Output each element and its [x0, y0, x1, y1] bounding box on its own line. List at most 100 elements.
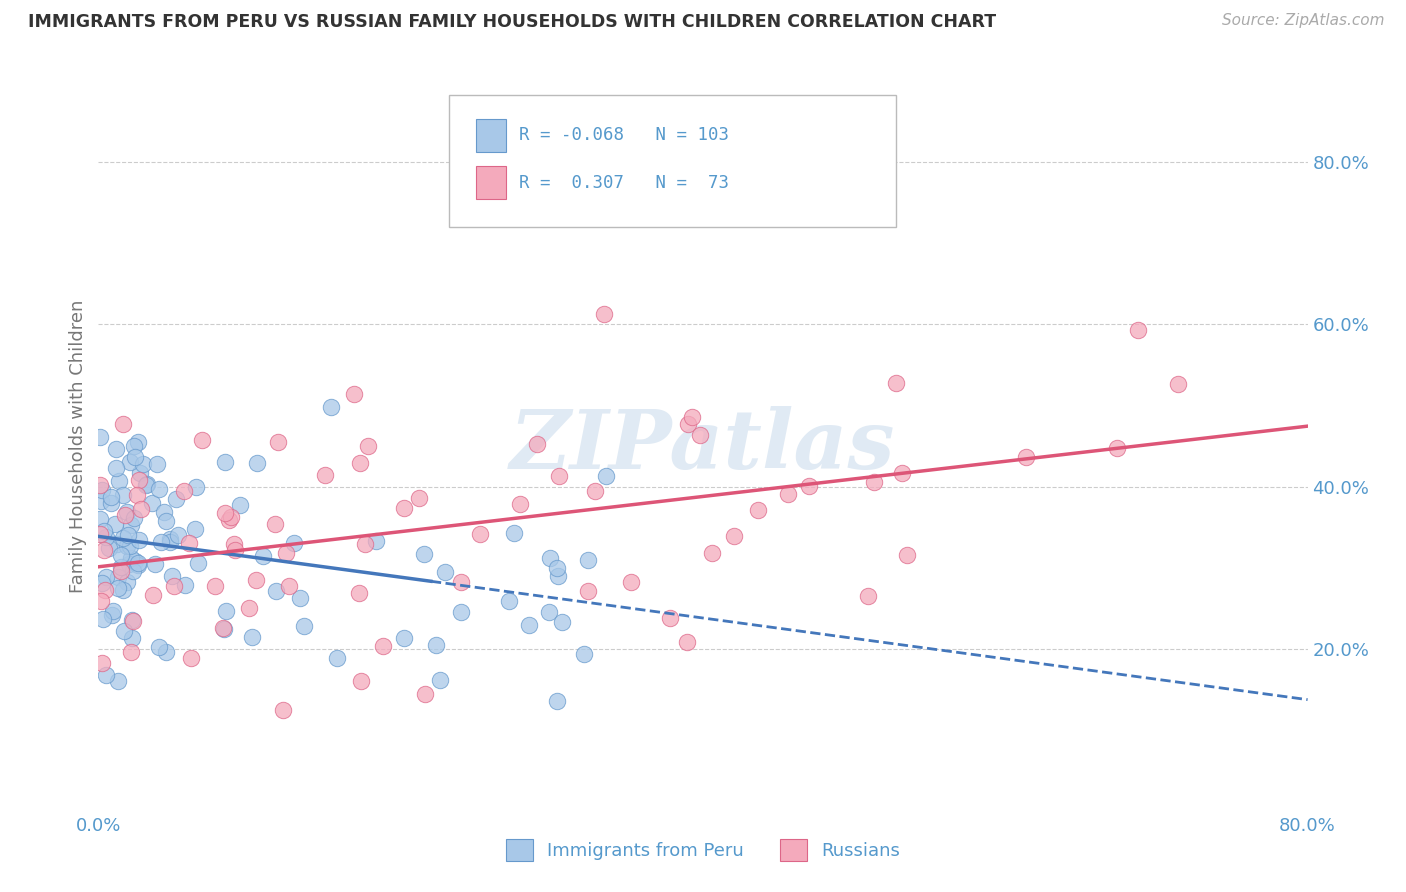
- Point: [93, 543, 115, 558]
- Point: [547, 468, 569, 483]
- Point: [115, 539, 138, 553]
- Point: [100, 496, 122, 510]
- Point: [214, 506, 236, 520]
- Point: [538, 551, 561, 566]
- Point: [101, 604, 124, 618]
- Point: [160, 569, 183, 583]
- Point: [91, 576, 114, 591]
- Point: [394, 501, 416, 516]
- Point: [93, 583, 115, 598]
- Point: [173, 484, 195, 499]
- Point: [676, 635, 699, 649]
- Point: [111, 417, 134, 432]
- Point: [107, 674, 129, 689]
- Point: [89, 478, 111, 492]
- Point: [111, 487, 134, 501]
- Point: [117, 574, 139, 589]
- Point: [107, 582, 129, 596]
- Point: [896, 548, 918, 562]
- Point: [96, 668, 118, 682]
- Point: [1014, 450, 1036, 465]
- Point: [141, 496, 163, 510]
- Point: [117, 527, 139, 541]
- Point: [121, 613, 143, 627]
- Point: [155, 645, 177, 659]
- Point: [120, 455, 142, 469]
- Point: [620, 575, 643, 590]
- Point: [856, 589, 879, 603]
- Point: [292, 619, 315, 633]
- Point: [238, 600, 260, 615]
- Point: [342, 387, 364, 401]
- Point: [408, 491, 430, 505]
- Point: [122, 439, 145, 453]
- Point: [120, 518, 142, 533]
- Point: [122, 614, 145, 628]
- Point: [273, 703, 295, 717]
- Point: [583, 483, 606, 498]
- Point: [498, 594, 520, 608]
- Point: [121, 564, 143, 578]
- Point: [1126, 323, 1149, 337]
- Point: [547, 568, 569, 582]
- Point: [373, 639, 395, 653]
- Point: [224, 543, 246, 558]
- Point: [167, 528, 190, 542]
- Point: [702, 546, 724, 560]
- Point: [159, 534, 181, 549]
- Point: [118, 558, 141, 572]
- Point: [111, 531, 134, 545]
- Point: [357, 439, 380, 453]
- Point: [135, 478, 157, 492]
- Point: [143, 558, 166, 572]
- FancyBboxPatch shape: [449, 95, 897, 227]
- Point: [89, 430, 111, 444]
- Point: [129, 502, 152, 516]
- Point: [89, 512, 111, 526]
- Text: Source: ZipAtlas.com: Source: ZipAtlas.com: [1222, 13, 1385, 29]
- Point: [1167, 377, 1189, 392]
- Point: [110, 548, 132, 562]
- Point: [214, 454, 236, 468]
- Point: [212, 623, 235, 637]
- Point: [263, 517, 285, 532]
- Point: [184, 480, 207, 494]
- Point: [128, 473, 150, 487]
- Point: [747, 502, 769, 516]
- Point: [101, 607, 124, 622]
- Point: [120, 539, 142, 553]
- Point: [350, 674, 373, 689]
- Point: [503, 526, 526, 541]
- Point: [890, 466, 912, 480]
- Point: [593, 307, 616, 321]
- Point: [862, 475, 884, 490]
- Y-axis label: Family Households with Children: Family Households with Children: [69, 300, 87, 592]
- Point: [434, 566, 457, 580]
- Point: [450, 575, 472, 590]
- Point: [124, 450, 146, 464]
- Point: [659, 610, 682, 624]
- Point: [546, 694, 568, 708]
- Point: [517, 617, 540, 632]
- Point: [364, 534, 387, 549]
- Point: [212, 621, 235, 635]
- Point: [127, 558, 149, 572]
- Point: [115, 505, 138, 519]
- Point: [204, 579, 226, 593]
- Point: [1105, 441, 1128, 455]
- Point: [159, 532, 181, 546]
- Point: [104, 516, 127, 531]
- Point: [120, 645, 142, 659]
- Point: [676, 417, 699, 431]
- Point: [222, 536, 245, 550]
- Point: [124, 554, 146, 568]
- Point: [104, 442, 127, 456]
- Point: [470, 527, 492, 541]
- Point: [413, 686, 436, 700]
- Point: [576, 583, 599, 598]
- Point: [90, 656, 112, 670]
- Point: [264, 583, 287, 598]
- Point: [576, 553, 599, 567]
- Point: [450, 605, 472, 619]
- Point: [326, 650, 349, 665]
